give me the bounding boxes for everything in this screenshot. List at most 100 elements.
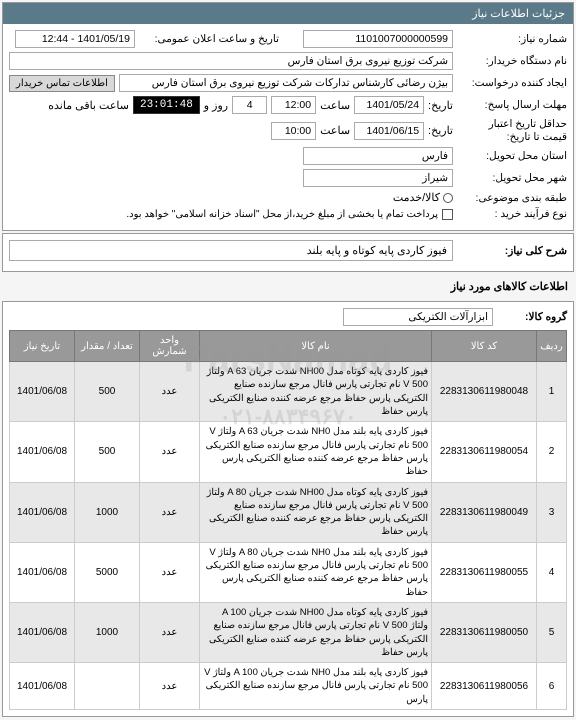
announce-date-label: تاریخ و ساعت اعلان عمومی:: [139, 33, 279, 45]
row-city: شهر محل تحویل: شیراز: [9, 169, 567, 187]
buyer-label: نام دستگاه خریدار:: [457, 55, 567, 67]
buyer-value: شرکت توزیع نیروی برق استان فارس: [9, 52, 453, 70]
cell-name: فیوز کاردی پایه کوتاه مدل NH00 شدت جریان…: [200, 362, 432, 422]
process-label: نوع فرآیند خرید :: [457, 208, 567, 220]
city-value: شیراز: [303, 169, 453, 187]
row-category: طبقه بندی موضوعی: کالا/خدمت: [9, 191, 567, 204]
th-qty: تعداد / مقدار: [75, 331, 140, 362]
deadline-label: مهلت ارسال پاسخ:: [457, 99, 567, 111]
province-value: فارس: [303, 147, 453, 165]
remain-days-value: 4: [232, 96, 267, 114]
table-row: 52283130611980050فیوز کاردی پایه کوتاه م…: [10, 602, 567, 662]
group-value: ابزارآلات الکتریکی: [343, 308, 493, 326]
need-desc-label: شرح کلی نیاز:: [457, 245, 567, 257]
row-buyer: نام دستگاه خریدار: شرکت توزیع نیروی برق …: [9, 52, 567, 70]
valid-label-2: قیمت تا تاریخ:: [507, 131, 567, 143]
province-label: استان محل تحویل:: [457, 150, 567, 162]
cell-date: 1401/06/08: [10, 542, 75, 602]
cell-unit: عدد: [140, 422, 200, 482]
cell-code: 2283130611980054: [432, 422, 537, 482]
cell-name: فیوز کاردی پایه بلند مدل NH0 شدت جریان A…: [200, 663, 432, 710]
cell-date: 1401/06/08: [10, 663, 75, 710]
row-process: نوع فرآیند خرید : پرداخت تمام یا بخشی از…: [9, 208, 567, 220]
need-desc-value: فیوز کاردی پایه کوتاه و پایه بلند: [9, 240, 453, 261]
th-unit: واحد شمارش: [140, 331, 200, 362]
contact-buyer-button[interactable]: اطلاعات تماس خریدار: [9, 75, 115, 92]
deadline-date-value: 1401/05/24: [354, 96, 424, 114]
group-label: گروه کالا:: [497, 311, 567, 323]
date-sublabel: تاریخ:: [428, 99, 453, 112]
cell-qty: 500: [75, 362, 140, 422]
cell-idx: 4: [537, 542, 567, 602]
need-desc-panel: شرح کلی نیاز: فیوز کاردی پایه کوتاه و پا…: [2, 233, 574, 272]
city-label: شهر محل تحویل:: [457, 172, 567, 184]
cell-idx: 5: [537, 602, 567, 662]
need-number-label: شماره نیاز:: [457, 33, 567, 45]
panel-title: جزئیات اطلاعات نیاز: [3, 3, 573, 24]
cell-unit: عدد: [140, 663, 200, 710]
row-deadline: مهلت ارسال پاسخ: تاریخ: 1401/05/24 ساعت …: [9, 96, 567, 114]
need-number-value: 1101007000000599: [303, 30, 453, 48]
valid-label: حداقل تاریخ اعتبار قیمت تا تاریخ:: [457, 118, 567, 143]
valid-time-sublabel: ساعت: [320, 124, 350, 137]
panel-body: شماره نیاز: 1101007000000599 تاریخ و ساع…: [3, 24, 573, 230]
cell-name: فیوز کاردی پایه بلند مدل NH0 شدت جریان A…: [200, 542, 432, 602]
creator-value: بیژن رضائی کارشناس تدارکات شرکت توزیع نی…: [119, 74, 453, 92]
valid-date-value: 1401/06/15: [354, 122, 424, 140]
category-radio-group: کالا/خدمت: [393, 191, 453, 204]
countdown-timer: 23:01:48: [133, 96, 200, 114]
cell-code: 2283130611980056: [432, 663, 537, 710]
valid-date-sublabel: تاریخ:: [428, 124, 453, 137]
cell-date: 1401/06/08: [10, 482, 75, 542]
cell-name: فیوز کاردی پایه بلند مدل NH0 شدت جریان A…: [200, 422, 432, 482]
goods-section-title: اطلاعات کالاهای مورد نیاز: [0, 274, 576, 299]
valid-time-value: 10:00: [271, 122, 316, 140]
cell-qty: 1000: [75, 602, 140, 662]
row-need-desc: شرح کلی نیاز: فیوز کاردی پایه کوتاه و پا…: [9, 240, 567, 261]
radio-cash[interactable]: کالا/خدمت: [393, 191, 453, 204]
cell-qty: 500: [75, 422, 140, 482]
remain-label: ساعت باقی مانده: [48, 99, 129, 112]
table-row: 12283130611980048فیوز کاردی پایه کوتاه م…: [10, 362, 567, 422]
cell-code: 2283130611980048: [432, 362, 537, 422]
goods-panel: گروه کالا: ابزارآلات الکتریکی ردیف کد کا…: [2, 301, 574, 717]
th-date: تاریخ نیاز: [10, 331, 75, 362]
row-group: گروه کالا: ابزارآلات الکتریکی: [9, 308, 567, 326]
cell-unit: عدد: [140, 542, 200, 602]
cell-date: 1401/06/08: [10, 602, 75, 662]
cell-date: 1401/06/08: [10, 362, 75, 422]
radio-circle-icon: [443, 193, 453, 203]
radio-cash-label: کالا/خدمت: [393, 191, 440, 204]
process-checkbox[interactable]: [442, 209, 453, 220]
cell-idx: 6: [537, 663, 567, 710]
cell-code: 2283130611980049: [432, 482, 537, 542]
table-header-row: ردیف کد کالا نام کالا واحد شمارش تعداد /…: [10, 331, 567, 362]
cell-unit: عدد: [140, 362, 200, 422]
cell-qty: 1000: [75, 482, 140, 542]
valid-label-1: حداقل تاریخ اعتبار: [489, 118, 567, 130]
cell-qty: [75, 663, 140, 710]
cell-idx: 1: [537, 362, 567, 422]
day-and-label: روز و: [204, 99, 228, 112]
table-row: 62283130611980056فیوز کاردی پایه بلند مد…: [10, 663, 567, 710]
table-row: 22283130611980054فیوز کاردی پایه بلند مد…: [10, 422, 567, 482]
cell-date: 1401/06/08: [10, 422, 75, 482]
category-label: طبقه بندی موضوعی:: [457, 192, 567, 204]
cell-code: 2283130611980055: [432, 542, 537, 602]
cell-code: 2283130611980050: [432, 602, 537, 662]
table-row: 32283130611980049فیوز کاردی پایه کوتاه م…: [10, 482, 567, 542]
time-sublabel: ساعت: [320, 99, 350, 112]
main-panel: جزئیات اطلاعات نیاز شماره نیاز: 11010070…: [2, 2, 574, 231]
th-idx: ردیف: [537, 331, 567, 362]
row-province: استان محل تحویل: فارس: [9, 147, 567, 165]
row-creator: ایجاد کننده درخواست: بیژن رضائی کارشناس …: [9, 74, 567, 92]
process-note: پرداخت تمام یا بخشی از مبلغ خرید،از محل …: [126, 209, 438, 220]
announce-date-value: 1401/05/19 - 12:44: [15, 30, 135, 48]
cell-idx: 3: [537, 482, 567, 542]
deadline-time-value: 12:00: [271, 96, 316, 114]
cell-unit: عدد: [140, 482, 200, 542]
row-validity: حداقل تاریخ اعتبار قیمت تا تاریخ: تاریخ:…: [9, 118, 567, 143]
goods-tbody: 12283130611980048فیوز کاردی پایه کوتاه م…: [10, 362, 567, 710]
cell-name: فیوز کاردی پایه کوتاه مدل NH00 شدت جریان…: [200, 602, 432, 662]
th-code: کد کالا: [432, 331, 537, 362]
